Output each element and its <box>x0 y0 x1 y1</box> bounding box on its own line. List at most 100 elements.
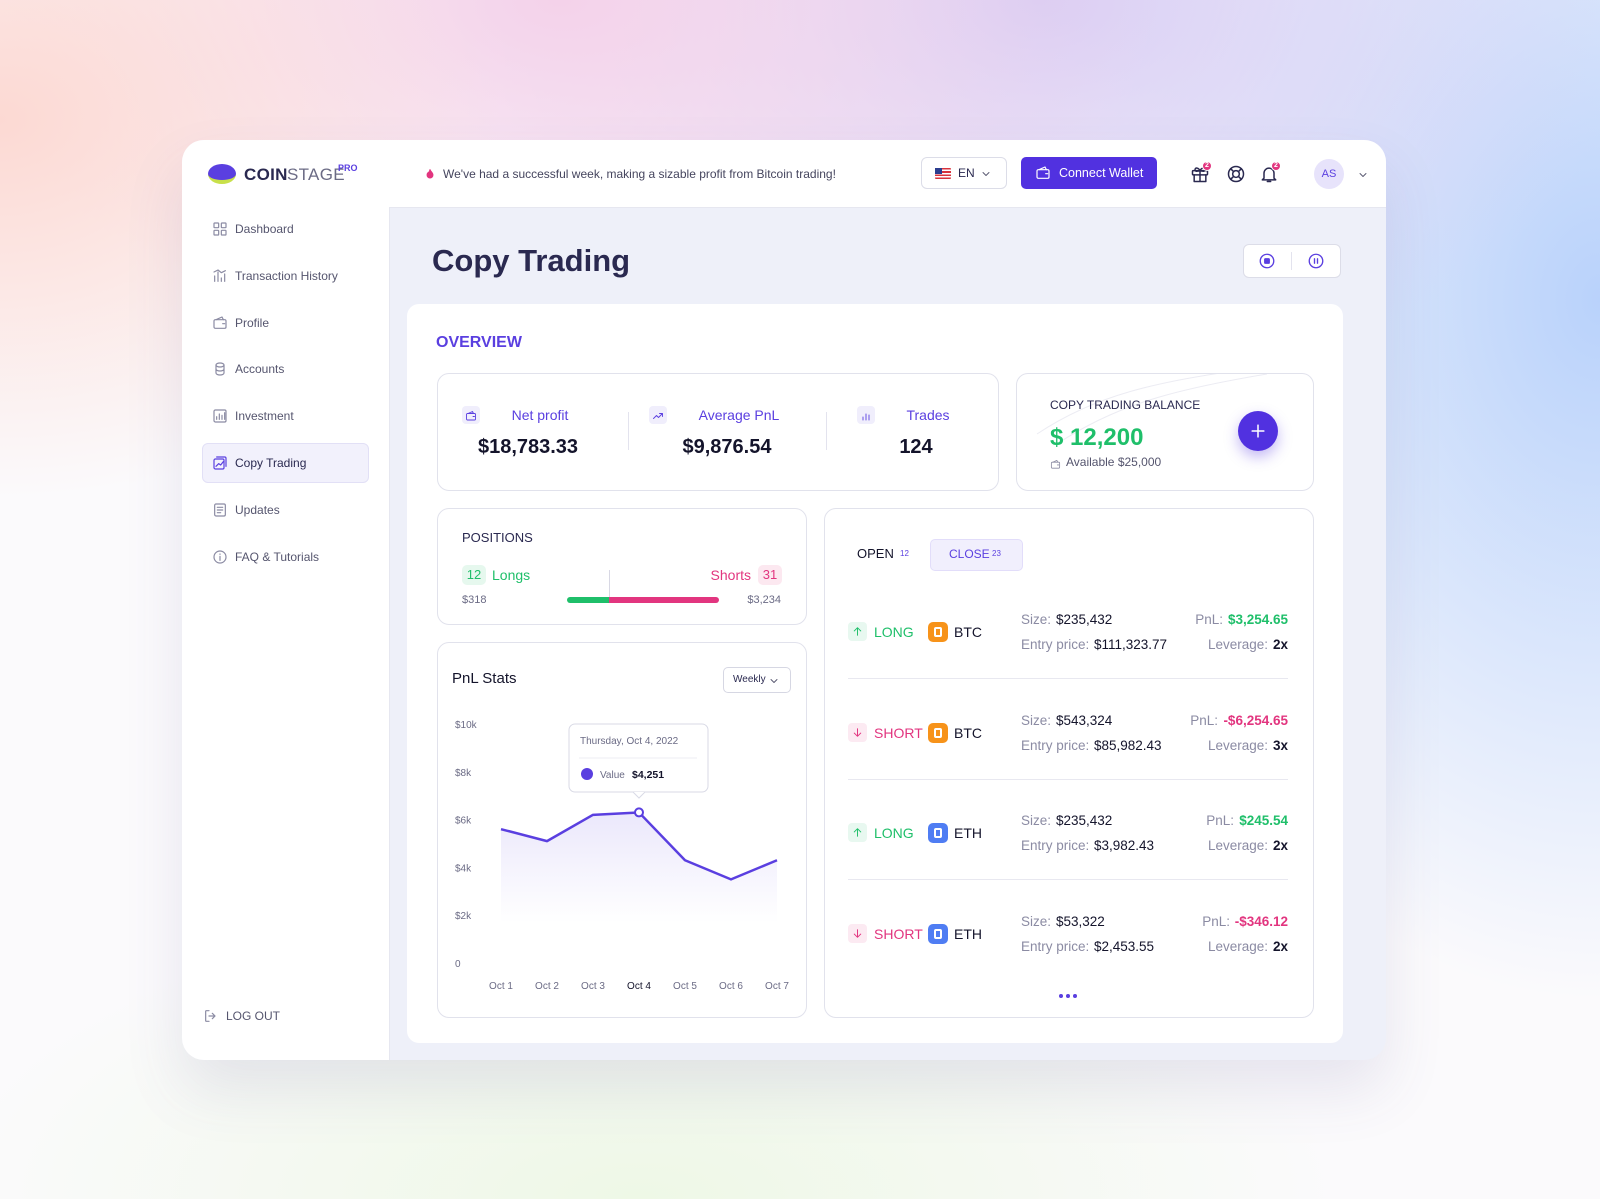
balance-available: Available $25,000 <box>1066 455 1162 469</box>
pnl-title: PnL Stats <box>452 670 517 687</box>
icon-part <box>853 929 862 938</box>
control-divider <box>1291 252 1292 270</box>
header <box>389 140 1386 208</box>
leverage-value: 2x <box>1272 637 1288 652</box>
icon-part <box>1036 166 1050 179</box>
icon-part <box>215 362 225 376</box>
entry-value: $111,323.77 <box>1094 637 1168 652</box>
connect-wallet[interactable] <box>1021 157 1157 189</box>
tab-open[interactable]: OPEN <box>857 546 894 561</box>
trade-side: SHORT <box>874 926 923 943</box>
more-dot[interactable] <box>1066 994 1070 998</box>
sidebar-item[interactable]: Profile <box>235 315 270 330</box>
badge-bg <box>1271 161 1281 171</box>
icon-part <box>1191 167 1209 183</box>
sidebar-item[interactable]: Copy Trading <box>235 456 307 470</box>
icon-part <box>465 411 476 421</box>
side-arrow <box>851 826 864 839</box>
leverage-label: Leverage: <box>1207 737 1268 753</box>
icon-part <box>652 413 663 419</box>
shorts-badge <box>758 565 782 585</box>
stat-value: $18,783.33 <box>477 436 579 458</box>
shorts-bar <box>609 597 719 603</box>
icon-part <box>1227 165 1245 183</box>
size-value: $53,322 <box>1056 914 1105 930</box>
y-tick-label: $4k <box>455 863 472 874</box>
icon-part <box>982 172 990 176</box>
icon-part <box>1056 374 1268 445</box>
sidebar-icon <box>212 455 228 471</box>
header-icon[interactable] <box>1190 164 1210 184</box>
connect-label[interactable]: Connect Wallet <box>1059 166 1144 180</box>
size-value: $543,324 <box>1056 712 1113 728</box>
pause-button[interactable] <box>1307 252 1325 270</box>
period-select[interactable] <box>723 667 791 693</box>
leverage-label: Leverage: <box>1207 637 1268 652</box>
highlight-point <box>634 807 644 818</box>
sidebar-icon <box>212 408 228 424</box>
period-chevron <box>768 674 780 686</box>
leverage-value: 2x <box>1272 939 1288 955</box>
stat-label: Average PnL <box>698 407 780 423</box>
entry-value: $85,982.43 <box>1094 737 1162 753</box>
more-dot[interactable] <box>1059 994 1063 998</box>
size-label: Size: <box>1021 612 1052 627</box>
tab-close-count: 23 <box>992 549 1001 558</box>
coin-glyph <box>934 929 942 940</box>
tab-close[interactable]: CLOSE <box>949 547 990 561</box>
icon-part <box>1227 165 1245 183</box>
icon-part <box>862 413 869 421</box>
icon-part <box>220 229 227 236</box>
coin-icon <box>928 823 948 844</box>
size-label: Size: <box>1021 914 1052 930</box>
coin-glyph <box>934 627 942 637</box>
sidebar-item[interactable]: Transaction History <box>235 268 338 283</box>
sidebar-icon <box>212 361 228 377</box>
leverage-label: Leverage: <box>1207 939 1268 955</box>
sidebar-item[interactable]: Updates <box>235 502 280 517</box>
size-value: $235,432 <box>1056 612 1113 627</box>
row-divider <box>848 678 1288 679</box>
avatar-initials: AS <box>1321 168 1337 180</box>
balance-label: COPY TRADING BALANCE <box>1050 398 1201 412</box>
entry-label: Entry price: <box>1021 637 1090 652</box>
pnl-label: PnL: <box>1206 813 1234 829</box>
sidebar-active <box>202 443 369 483</box>
header-icon[interactable] <box>1226 164 1246 184</box>
icon-part <box>652 413 663 419</box>
sidebar-item[interactable]: Accounts <box>235 362 285 377</box>
sidebar-icon <box>212 268 228 284</box>
more-dot[interactable] <box>1073 994 1077 998</box>
x-tick-label: Oct 5 <box>673 981 697 992</box>
stat-icon-bg <box>648 406 667 424</box>
logout[interactable]: LOG OUT <box>226 1009 281 1023</box>
side-arrow <box>851 625 864 638</box>
avatar[interactable] <box>1314 159 1344 189</box>
icon-part <box>216 506 224 514</box>
positions-title: POSITIONS <box>462 530 533 545</box>
sidebar-item[interactable]: FAQ & Tutorials <box>235 549 320 564</box>
icon-part <box>213 456 227 470</box>
x-tick-label: Oct 2 <box>535 981 559 992</box>
tab-close-bg[interactable] <box>930 539 1023 571</box>
language: EN <box>958 166 975 180</box>
icon-part <box>214 503 226 517</box>
icon-part <box>215 362 225 368</box>
stat-label: Trades <box>906 407 950 423</box>
icon-part <box>213 318 227 329</box>
entry-label: Entry price: <box>1021 737 1090 753</box>
size-value: $235,432 <box>1056 813 1113 829</box>
stop-button[interactable] <box>1258 252 1276 270</box>
icon-part <box>770 679 778 683</box>
sidebar-item[interactable]: Dashboard <box>235 222 294 236</box>
balance-value: $ 12,200 <box>1050 424 1144 451</box>
shorts-amount: $3,234 <box>747 594 781 606</box>
badge-bg <box>1202 161 1212 171</box>
sidebar-item[interactable]: Investment <box>235 409 294 424</box>
y-tick-label: $8k <box>455 768 472 779</box>
icon-part <box>1259 253 1275 269</box>
y-tick-label: $2k <box>455 911 472 922</box>
sidebar-icon <box>212 502 228 518</box>
coin-glyph <box>934 828 942 839</box>
icon-part <box>1038 166 1049 175</box>
